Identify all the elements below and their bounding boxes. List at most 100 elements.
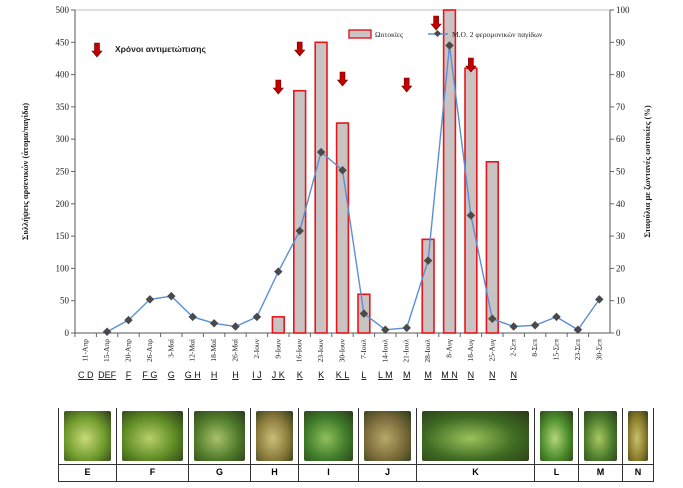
stage-label: N — [468, 370, 475, 380]
line-marker — [274, 267, 283, 276]
phenology-label-i: I — [299, 465, 359, 481]
line-marker — [595, 295, 604, 304]
y2-axis-title: Σταφύλια με ζωντανές ωοτοκίες (%) — [642, 105, 652, 237]
stage-label: G — [168, 370, 175, 380]
grapevine-photo — [422, 411, 529, 461]
line-marker — [209, 319, 219, 328]
x-tick-label: 16-Ιουν — [295, 338, 304, 362]
stage-label: L M — [378, 370, 393, 380]
legend-line-label: Μ.Ο. 2 φερομονικών παγίδων — [452, 30, 543, 39]
y2-tick-label: 50 — [616, 167, 626, 177]
phenology-label-m: M — [579, 465, 623, 481]
y-tick-label: 500 — [56, 5, 70, 15]
bar-ootokies — [485, 161, 499, 334]
stage-label: K — [297, 370, 303, 380]
y-tick-label: 0 — [65, 328, 70, 338]
stage-label: K L — [336, 370, 350, 380]
phenology-photo-n — [623, 408, 654, 464]
x-tick-label: 9-Ιουν — [273, 338, 282, 358]
y-tick-label: 250 — [56, 167, 70, 177]
line-marker — [573, 325, 583, 335]
line-marker — [338, 165, 347, 175]
stage-label: L — [361, 370, 366, 380]
stage-label: N — [510, 370, 517, 380]
y2-tick-label: 30 — [616, 231, 626, 241]
treatment-arrow — [336, 71, 349, 87]
x-tick-label: 7-Ιουλ — [359, 339, 368, 359]
line-marker — [423, 256, 433, 265]
y-axis-title: Συλλήψεις αρσενικών (άτομα/παγίδα) — [20, 103, 30, 240]
stage-label: J K — [272, 370, 285, 380]
line-marker — [381, 325, 390, 335]
y-tick-label: 300 — [56, 134, 70, 144]
y2-tick-label: 40 — [616, 199, 626, 209]
x-tick-label: 25-Αυγ — [487, 338, 496, 361]
phenology-label-k: K — [417, 465, 535, 481]
x-tick-label: 12-Μαϊ — [188, 339, 197, 362]
y2-tick-label: 60 — [616, 134, 626, 144]
x-tick-label: 26-Απρ — [145, 339, 154, 362]
line-marker — [145, 295, 155, 304]
phenology-photo-f — [117, 408, 189, 464]
y2-tick-label: 80 — [616, 70, 626, 80]
legend-line-marker — [433, 29, 442, 38]
line-marker — [488, 314, 497, 324]
x-tick-label: 23-Ιουν — [316, 338, 325, 362]
bar-ootokies — [421, 238, 435, 334]
phenology-photo-e — [58, 408, 117, 464]
y-tick-label: 200 — [56, 199, 70, 209]
x-tick-label: 30-Ιουν — [338, 338, 347, 362]
x-tick-label: 30-Σεπ — [594, 339, 603, 361]
x-tick-label: 21-Ιουλ — [402, 339, 411, 363]
line-marker — [231, 322, 240, 331]
line-marker — [188, 312, 197, 322]
grapevine-photo — [256, 411, 293, 461]
treatment-arrow — [294, 41, 306, 57]
phenology-label-e: E — [58, 465, 117, 481]
phenology-label-l: L — [535, 465, 579, 481]
line-marker — [102, 327, 112, 336]
stage-label: DEF — [98, 370, 117, 380]
grapevine-photo — [194, 411, 245, 461]
grapevine-photo — [122, 411, 183, 461]
legend-treatment-arrow — [91, 42, 103, 58]
x-tick-label: 28-Ιουλ — [423, 339, 432, 363]
phenology-photo-i — [299, 408, 359, 464]
stage-label: C D — [78, 370, 94, 380]
grapevine-photo — [304, 411, 353, 461]
x-tick-label: 3-Μαϊ — [166, 339, 175, 358]
phenology-photo-m — [579, 408, 623, 464]
stage-label: G H — [185, 370, 201, 380]
line-marker — [445, 41, 454, 50]
x-tick-label: 2-Σεπ — [509, 339, 518, 357]
line-marker — [402, 323, 411, 333]
legend-bar-swatch — [348, 29, 372, 39]
x-tick-label: 15-Απρ — [102, 339, 111, 362]
grapevine-photo — [540, 411, 573, 461]
y-tick-label: 450 — [56, 37, 70, 47]
line-marker — [252, 312, 262, 322]
phenology-photo-l — [535, 408, 579, 464]
stage-label: M N — [441, 370, 458, 380]
treatment-arrow — [272, 79, 284, 95]
y2-tick-label: 20 — [616, 263, 626, 273]
phenology-label-n: N — [623, 465, 654, 481]
bar-ootokies — [442, 9, 457, 334]
phenology-label-j: J — [359, 465, 417, 481]
stage-label: F G — [142, 370, 157, 380]
bar-ootokies — [314, 41, 328, 334]
x-tick-label: 2-Ιουν — [252, 338, 261, 358]
treatment-arrow — [465, 57, 477, 73]
x-tick-label: 18-Μαϊ — [209, 339, 218, 362]
y-tick-label: 100 — [56, 263, 70, 273]
grapevine-photo — [64, 411, 111, 461]
bar-ootokies — [271, 316, 285, 334]
x-tick-label: 23-Σεπ — [573, 339, 582, 361]
y-tick-label: 400 — [56, 70, 70, 80]
stage-label: I J — [252, 370, 262, 380]
treatment-arrow — [430, 15, 442, 31]
treatment-arrow — [401, 77, 413, 93]
chart: 0 50 100 150 200 250 300 350 400 450 500 0 10 20 30 40 5… — [20, 5, 652, 380]
line-marker — [167, 291, 176, 301]
